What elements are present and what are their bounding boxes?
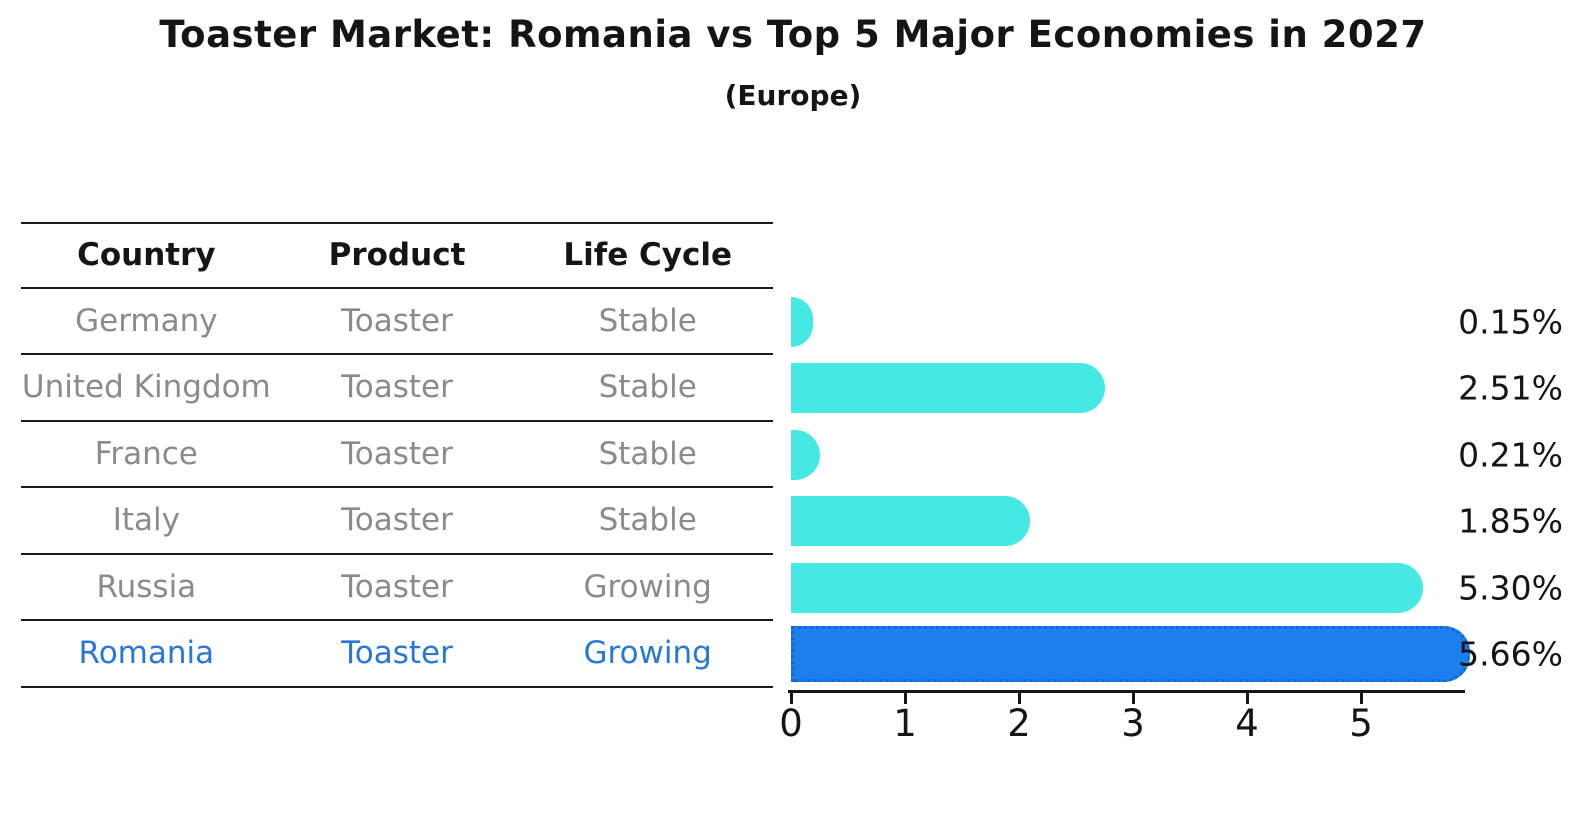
x-tick-mark-5 [1359, 693, 1363, 704]
table-row-russia: Russia Toaster Growing [21, 555, 773, 621]
bar-row-russia: 5.30% [789, 555, 1586, 622]
table-header-row: Country Product Life Cycle [21, 222, 773, 289]
value-label-united-kingdom: 2.51% [1458, 368, 1563, 408]
cell-life-cycle: Stable [598, 369, 697, 406]
cell-product: Toaster [341, 435, 453, 472]
cell-country: Russia [96, 568, 197, 605]
value-label-russia: 5.30% [1458, 568, 1563, 608]
table-row-romania: Romania Toaster Growing [21, 621, 773, 688]
cell-country: France [94, 435, 198, 472]
table-row-italy: Italy Toaster Stable [21, 488, 773, 555]
bar-chart: 0.15% 2.51% 0.21% 1.85% 5.30% 5.66% [789, 289, 1586, 688]
bar-france [791, 429, 820, 480]
x-tick-label-1: 1 [893, 702, 917, 745]
x-axis-line [788, 690, 1465, 693]
chart-subtitle: (Europe) [724, 79, 862, 112]
x-tick-mark-0 [789, 693, 793, 704]
bar-italy [791, 496, 1030, 546]
x-tick-label-3: 3 [1121, 702, 1145, 745]
x-tick-mark-4 [1245, 693, 1249, 704]
column-header-country: Country [77, 237, 216, 274]
cell-country: United Kingdom [21, 369, 271, 406]
bar-germany [791, 296, 814, 347]
bar-russia [791, 562, 1424, 613]
cell-life-cycle: Growing [583, 635, 712, 672]
x-tick-label-4: 4 [1235, 702, 1259, 745]
x-tick-label-2: 2 [1007, 702, 1031, 745]
table-row-france: France Toaster Stable [21, 422, 773, 488]
value-label-italy: 1.85% [1458, 501, 1563, 541]
x-tick-label-5: 5 [1349, 702, 1373, 745]
cell-country: Romania [78, 635, 215, 672]
cell-life-cycle: Growing [583, 568, 712, 605]
table-row-united-kingdom: United Kingdom Toaster Stable [21, 355, 773, 422]
bar-row-italy: 1.85% [789, 488, 1586, 555]
cell-product: Toaster [341, 302, 453, 339]
chart-title: Toaster Market: Romania vs Top 5 Major E… [159, 13, 1427, 56]
column-header-product: Product [328, 237, 466, 274]
bar-united-kingdom [791, 363, 1106, 413]
bar-row-germany: 0.15% [789, 289, 1586, 356]
column-header-life-cycle: Life Cycle [563, 237, 733, 274]
value-label-romania: 5.66% [1458, 634, 1563, 674]
cell-product: Toaster [341, 635, 453, 672]
x-tick-mark-3 [1131, 693, 1135, 704]
value-label-germany: 0.15% [1458, 302, 1563, 342]
bar-row-romania: 5.66% [789, 621, 1586, 688]
cell-life-cycle: Stable [598, 502, 697, 539]
cell-product: Toaster [341, 369, 453, 406]
highlighted-bar-romania [791, 626, 1471, 682]
value-label-france: 0.21% [1458, 435, 1563, 475]
bar-row-france: 0.21% [789, 422, 1586, 489]
cell-life-cycle: Stable [598, 302, 697, 339]
x-tick-mark-2 [1017, 693, 1021, 704]
cell-country: Germany [75, 302, 218, 339]
cell-product: Toaster [341, 502, 453, 539]
cell-country: Italy [112, 502, 180, 539]
cell-life-cycle: Stable [598, 435, 697, 472]
bar-row-united-kingdom: 2.51% [789, 355, 1586, 422]
country-table: Country Product Life Cycle Germany Toaste… [21, 222, 773, 688]
x-tick-label-0: 0 [779, 702, 803, 745]
table-row-germany: Germany Toaster Stable [21, 289, 773, 355]
cell-product: Toaster [341, 568, 453, 605]
x-tick-mark-1 [903, 693, 907, 704]
